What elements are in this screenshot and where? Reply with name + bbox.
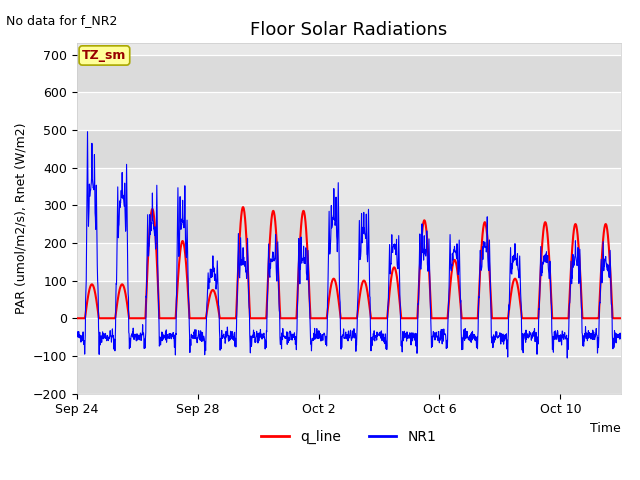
q_line xyxy=(307,315,314,321)
q_line xyxy=(423,231,431,237)
Line: q_line: q_line xyxy=(77,207,621,318)
Legend: q_line, NR1: q_line, NR1 xyxy=(255,424,442,450)
q_line xyxy=(542,221,550,227)
NR1 xyxy=(106,336,113,342)
Bar xyxy=(77,55,621,92)
q_line xyxy=(363,285,371,290)
Bar xyxy=(77,356,621,394)
Bar xyxy=(77,205,621,243)
NR1 xyxy=(423,228,431,234)
NR1 xyxy=(73,332,81,338)
Y-axis label: PAR (umol/m2/s), Rnet (W/m2): PAR (umol/m2/s), Rnet (W/m2) xyxy=(14,123,27,314)
Text: No data for f_NR2: No data for f_NR2 xyxy=(6,14,118,27)
NR1 xyxy=(307,336,314,341)
Text: TZ_sm: TZ_sm xyxy=(82,49,127,62)
NR1 xyxy=(617,331,625,337)
q_line xyxy=(105,315,113,321)
NR1 xyxy=(542,257,550,263)
q_line xyxy=(617,315,625,321)
Bar xyxy=(77,281,621,318)
q_line xyxy=(239,204,247,210)
Line: NR1: NR1 xyxy=(77,132,621,358)
Bar xyxy=(77,130,621,168)
NR1 xyxy=(316,331,323,337)
Title: Floor Solar Radiations: Floor Solar Radiations xyxy=(250,21,447,39)
NR1 xyxy=(563,355,571,361)
q_line xyxy=(73,315,81,321)
NR1 xyxy=(84,129,92,134)
X-axis label: Time: Time xyxy=(590,422,621,435)
NR1 xyxy=(363,232,371,238)
q_line xyxy=(316,315,323,321)
